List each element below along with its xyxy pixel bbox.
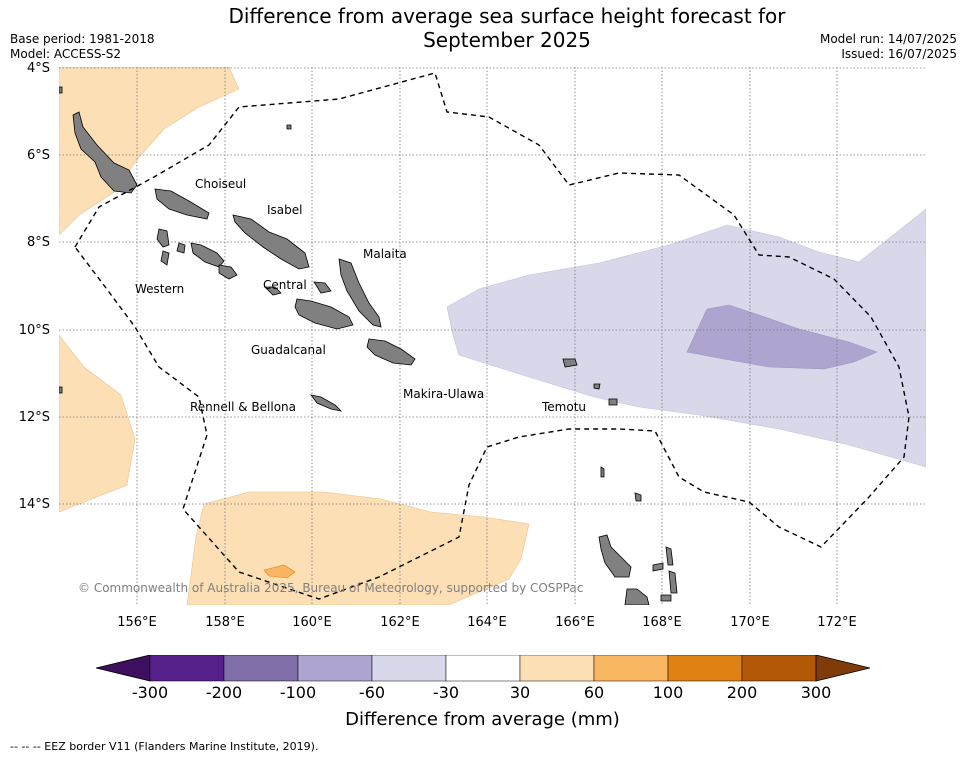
island-ambrym: [660, 594, 672, 602]
label-western: Western: [135, 282, 185, 296]
colorbar-tick: -100: [279, 683, 317, 702]
anomaly-negative-medium: [686, 304, 878, 370]
colorbar-segment: [593, 655, 669, 682]
label-makira-ulawa: Makira-Ulawa: [403, 387, 485, 401]
copyright-notice: © Commonwealth of Australia 2025, Bureau…: [78, 581, 584, 595]
islands: [59, 86, 678, 605]
colorbar-segment: [741, 655, 817, 682]
colorbar-tick: 200: [726, 683, 758, 702]
island-vella-lavella: [156, 228, 170, 248]
lon-label: 170°E: [730, 615, 770, 630]
colorbar: [96, 655, 870, 685]
island-rendova: [218, 264, 238, 280]
anomaly-positive-s: [186, 491, 530, 605]
lon-label: 162°E: [380, 615, 420, 630]
lon-label: 166°E: [555, 615, 595, 630]
map-canvas: [59, 67, 926, 605]
label-choiseul: Choiseul: [195, 177, 247, 191]
colorbar-segment: [519, 655, 595, 682]
anomaly-positive-strong: [263, 564, 296, 579]
label-temotu: Temotu: [542, 400, 587, 414]
eez-border: [74, 72, 910, 600]
label-malaita: Malaita: [363, 247, 407, 261]
label-guadalcanal: Guadalcanal: [251, 343, 326, 357]
colorbar-segment: [149, 655, 225, 682]
island-florida: [264, 286, 282, 296]
lon-label: 158°E: [205, 615, 245, 630]
gridlines: [59, 67, 926, 605]
island-bougainville: [72, 111, 138, 194]
island-guadalcanal: [294, 298, 354, 330]
title-line-1: Difference from average sea surface heig…: [228, 4, 786, 28]
colorbar-tick: 100: [652, 683, 684, 702]
island-pentecost: [668, 570, 678, 594]
issued-date: Issued: 16/07/2025: [841, 47, 957, 61]
lat-label: 6°S: [26, 148, 50, 163]
island-santa-cruz: [562, 358, 578, 368]
eez-legend-note: -- -- -- EEZ border V11 (Flanders Marine…: [10, 740, 319, 753]
label-rennell-bellona: Rennell & Bellona: [190, 400, 297, 414]
island-ranongga: [160, 250, 170, 266]
label-isabel: Isabel: [267, 203, 303, 217]
island-utupua: [608, 398, 618, 406]
colorbar-tick: -300: [131, 683, 169, 702]
lat-label: 4°S: [26, 61, 50, 76]
label-central: Central: [263, 278, 307, 292]
island-vanikoro: [593, 383, 601, 390]
anomaly-negative-light: [446, 208, 926, 468]
island-malaita: [338, 258, 382, 328]
lon-label: 160°E: [292, 615, 332, 630]
island-ontong-java: [286, 124, 292, 130]
colorbar-segment: [371, 655, 447, 682]
meta-left: Base period: 1981-2018 Model: ACCESS-S2: [10, 32, 155, 62]
colorbar-extend-high: [815, 655, 870, 682]
lat-label: 14°S: [18, 497, 50, 512]
island-maewo: [665, 546, 674, 566]
base-period: Base period: 1981-2018: [10, 32, 155, 46]
lat-label: 12°S: [18, 410, 50, 425]
island-rennell: [310, 394, 343, 412]
title-line-2: September 2025: [423, 28, 591, 52]
colorbar-segment: [445, 655, 521, 682]
map-title: Difference from average sea surface heig…: [0, 4, 965, 52]
lat-label: 10°S: [18, 323, 50, 338]
island-torres: [600, 466, 605, 478]
map-panel: [59, 67, 926, 605]
model-run: Model run: 14/07/2025: [819, 32, 957, 46]
colorbar-tick: 300: [800, 683, 832, 702]
model-name: Model: ACCESS-S2: [10, 47, 122, 61]
island-ambae: [652, 562, 664, 572]
island-russell: [313, 281, 332, 294]
colorbar-segment: [667, 655, 743, 682]
lon-label: 164°E: [467, 615, 507, 630]
colorbar-label: Difference from average (mm): [345, 709, 620, 730]
colorbar-canvas: [96, 655, 870, 682]
lat-label: 8°S: [26, 235, 50, 250]
anomaly-positive-nw: [59, 67, 240, 236]
island-malekula: [624, 588, 650, 605]
island-banks: [634, 492, 642, 502]
lon-label: 156°E: [117, 615, 157, 630]
island-makira: [366, 338, 416, 366]
island-choiseul: [154, 188, 210, 220]
colorbar-tick: 30: [509, 683, 531, 702]
colorbar-tick: -200: [205, 683, 243, 702]
island-kolombangara: [176, 242, 186, 254]
lon-label: 168°E: [642, 615, 682, 630]
colorbar-tick: 60: [583, 683, 605, 702]
island-espiritu-santo: [598, 534, 632, 578]
colorbar-tick: -60: [358, 683, 386, 702]
lon-label: 172°E: [817, 615, 857, 630]
island-new-georgia: [190, 242, 225, 268]
island-isabel: [232, 214, 310, 270]
colorbar-segment: [223, 655, 299, 682]
island-west-edge-2: [59, 386, 63, 394]
island-west-edge: [59, 86, 63, 94]
meta-right: Model run: 14/07/2025 Issued: 16/07/2025: [820, 32, 957, 62]
colorbar-tick: -30: [432, 683, 460, 702]
anomaly-positive-w: [59, 334, 136, 513]
colorbar-extend-low: [96, 655, 151, 682]
colorbar-segment: [297, 655, 373, 682]
